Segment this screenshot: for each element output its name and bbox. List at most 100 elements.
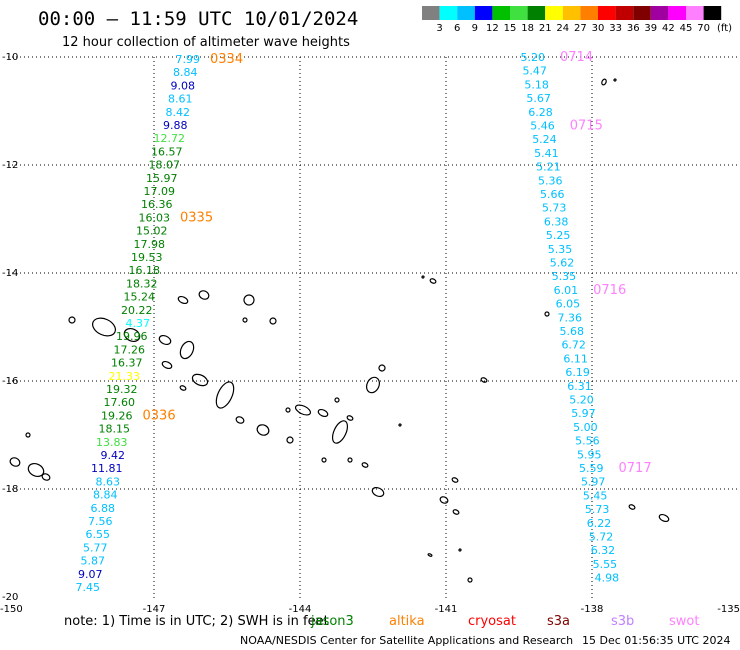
wave-height-value: 9.88 xyxy=(163,119,188,132)
pass-time-label: 0717 xyxy=(619,461,652,476)
island-outline xyxy=(427,553,433,557)
wave-height-value: 5.73 xyxy=(585,503,610,516)
island-outline xyxy=(439,496,449,504)
altimeter-track-left: 7.998.849.088.618.429.8812.7216.5718.071… xyxy=(76,52,244,594)
map-grid xyxy=(8,56,738,598)
color-legend-swatch xyxy=(615,6,634,20)
island-outline xyxy=(317,408,329,418)
wave-height-value: 18.32 xyxy=(126,277,158,290)
wave-height-value: 21.33 xyxy=(109,370,141,383)
latitude-label: -12 xyxy=(2,160,18,171)
island-outline xyxy=(256,424,270,436)
color-legend: 3 6 9 12 15 18 21 24 27 30 33 36 39 42 45 70 xyxy=(422,6,722,34)
island-outline xyxy=(421,275,425,279)
color-legend-label: 42 xyxy=(662,23,675,34)
wave-height-value: 8.61 xyxy=(168,93,193,106)
satellite-legend-item: cryosat xyxy=(468,614,516,629)
satellite-legend-item: jason3 xyxy=(310,614,354,629)
island-outline xyxy=(25,432,31,438)
color-legend-swatch xyxy=(474,6,493,20)
wave-height-value: 16.37 xyxy=(111,357,143,370)
wave-height-value: 16.57 xyxy=(151,145,183,158)
island-outline xyxy=(371,486,385,498)
wave-height-value: 6.28 xyxy=(528,106,553,119)
color-legend-label: 30 xyxy=(592,23,605,34)
color-legend-swatch xyxy=(580,6,598,20)
island-outline xyxy=(467,577,473,583)
satellite-legend: jason3 altika cryosat s3a s3b swot xyxy=(310,614,699,629)
island-outline xyxy=(235,416,245,424)
island-outline xyxy=(92,317,116,337)
pass-time-label: 0336 xyxy=(143,408,176,423)
island-outline xyxy=(480,377,488,383)
wave-height-value: 5.72 xyxy=(589,531,614,544)
island-outline xyxy=(27,462,45,478)
color-legend-label: 39 xyxy=(644,23,657,34)
wave-height-value: 15.24 xyxy=(124,291,156,304)
island-outline xyxy=(123,327,141,343)
color-legend-swatch xyxy=(527,6,546,20)
wave-height-value: 5.97 xyxy=(571,407,596,420)
wave-height-value: 7.56 xyxy=(88,515,113,528)
wave-height-value: 6.88 xyxy=(91,502,116,515)
latitude-label: -14 xyxy=(2,268,18,279)
island-outline xyxy=(179,385,187,391)
wave-height-value: 11.81 xyxy=(91,462,123,475)
latitude-label: -16 xyxy=(2,376,18,387)
color-legend-label: 24 xyxy=(556,23,569,34)
color-legend-label: 15 xyxy=(504,23,517,34)
wave-height-value: 6.72 xyxy=(561,339,586,352)
wave-height-value: 5.20 xyxy=(569,394,594,407)
altimeter-track-right: 5.205.475.185.676.285.465.245.415.215.36… xyxy=(521,50,652,585)
color-legend-swatch xyxy=(422,6,440,20)
wave-height-value: 5.97 xyxy=(581,476,606,489)
footer-agency: NOAA/NESDIS Center for Satellite Applica… xyxy=(240,634,573,647)
island-outline xyxy=(378,364,386,372)
island-outline xyxy=(429,278,437,284)
wave-height-value: 19.26 xyxy=(101,409,133,422)
island-outline xyxy=(191,373,209,387)
wave-height-value: 8.42 xyxy=(166,106,191,119)
satellite-legend-item: s3a xyxy=(547,614,570,629)
wave-height-value: 18.15 xyxy=(99,423,131,436)
wave-height-value: 17.09 xyxy=(144,185,176,198)
wave-height-value: 16.18 xyxy=(129,264,161,277)
units-note: note: 1) Time is in UTC; 2) SWH is in fe… xyxy=(64,614,329,629)
wave-height-value: 5.87 xyxy=(81,555,106,568)
island-outlines xyxy=(9,78,670,583)
island-outline xyxy=(365,376,381,394)
wave-height-value: 5.24 xyxy=(532,133,557,146)
wave-height-value: 5.35 xyxy=(552,270,577,283)
island-outline xyxy=(398,423,402,427)
color-legend-unit: (ft) xyxy=(717,23,732,34)
color-legend-label: 18 xyxy=(521,23,534,34)
wave-height-value: 6.55 xyxy=(86,528,111,541)
wave-height-value: 5.62 xyxy=(550,257,575,270)
longitude-label: -150 xyxy=(0,604,23,615)
wave-height-value: 5.56 xyxy=(575,435,600,448)
wave-height-value: 5.55 xyxy=(593,558,618,571)
island-outline xyxy=(177,295,189,305)
longitude-label: -135 xyxy=(717,604,740,615)
color-legend-swatch xyxy=(439,6,458,20)
wave-height-value: 8.84 xyxy=(173,66,198,79)
color-legend-label: 27 xyxy=(574,23,587,34)
wave-height-value: 4.98 xyxy=(595,572,620,585)
island-outline xyxy=(628,504,636,510)
color-legend-swatch xyxy=(492,6,510,20)
pass-time-label: 0335 xyxy=(180,210,213,225)
color-legend-swatch xyxy=(703,6,722,20)
island-outline xyxy=(41,473,51,481)
color-legend-swatch xyxy=(598,6,616,20)
pass-time-label: 0334 xyxy=(210,52,243,67)
color-legend-label: 70 xyxy=(697,23,710,34)
island-outline xyxy=(613,78,617,82)
wave-height-value: 16.36 xyxy=(141,198,173,211)
satellite-legend-item: altika xyxy=(389,614,425,629)
island-outline xyxy=(346,415,354,421)
wave-height-value: 15.97 xyxy=(146,172,178,185)
color-legend-swatch xyxy=(668,6,686,20)
color-legend-label: 12 xyxy=(486,23,499,34)
wave-height-value: 20.22 xyxy=(121,304,153,317)
wave-height-value: 7.45 xyxy=(76,581,101,594)
